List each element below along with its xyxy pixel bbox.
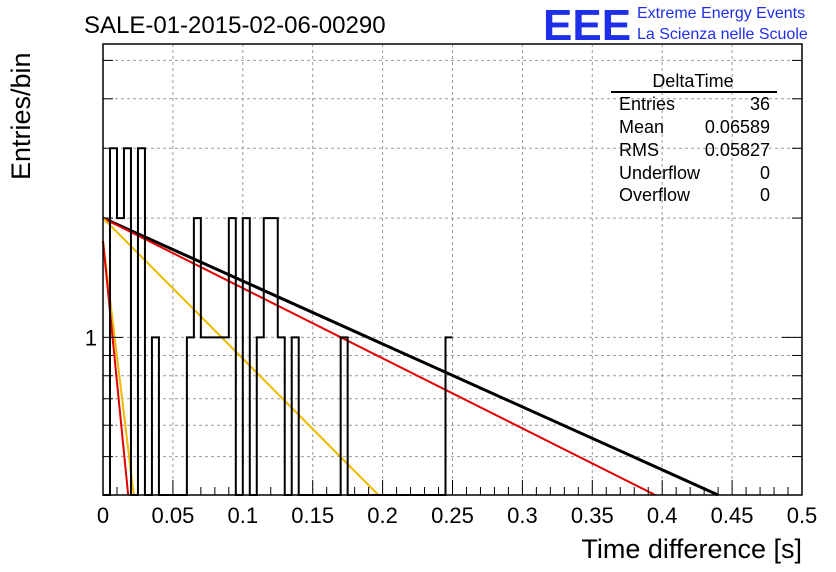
histogram-bin [257,337,264,495]
stats-value-underflow: 0 [760,163,770,183]
x-tick-label: 0.45 [711,503,754,528]
histogram-bin [341,337,348,495]
x-tick-label: 0.1 [228,503,259,528]
y-tick-label: 1 [85,325,97,350]
x-tick-label: 0.35 [571,503,614,528]
histogram-bin [278,337,285,495]
histogram-bin [229,218,236,495]
histogram-bars [103,147,453,496]
histogram-bin [117,218,124,495]
x-tick-label: 0.25 [431,503,474,528]
stats-value-overflow: 0 [760,185,770,205]
stats-value-mean: 0.06589 [705,117,770,137]
histogram-bin [271,218,278,495]
fit-lines [102,216,719,497]
stats-value-rms: 0.05827 [705,140,770,160]
histogram-bin [152,337,159,495]
stats-value-entries: 36 [750,94,770,114]
x-tick-label: 0.4 [647,503,678,528]
fit-line-4 [102,240,130,496]
eee-logo: EEE Extreme Energy Events La Scienza nel… [543,1,808,50]
stats-label-rms: RMS [619,140,659,160]
histogram-bin [138,148,145,495]
fit-line-0 [102,216,719,497]
x-tick-label: 0.5 [787,503,818,528]
x-tick-label: 0.3 [507,503,538,528]
x-axis-title: Time difference [s] [581,534,802,564]
x-tick-label: 0.2 [367,503,398,528]
stats-label-entries: Entries [619,94,675,114]
histogram-bin [264,218,271,495]
chart-title: SALE-01-2015-02-06-00290 [84,12,386,39]
fit-line-1 [102,217,656,496]
histogram-outline [103,147,453,496]
histogram-bin [292,337,299,495]
eee-logo-mark: EEE [543,1,631,50]
histogram-bin [446,337,453,495]
stats-label-overflow: Overflow [619,185,691,205]
fit-line-2 [102,217,380,496]
histogram-bin [215,337,222,495]
histogram-bin [187,337,194,495]
histogram-bin [222,337,229,495]
grid [103,44,802,496]
x-tick-label: 0.15 [291,503,334,528]
histogram-bin [243,218,250,495]
histogram-bin [201,337,208,495]
y-axis-title: Entries/bin [6,52,36,180]
eee-logo-line1: Extreme Energy Events [637,5,805,22]
eee-logo-line2: La Scienza nelle Scuole [637,26,808,43]
axis-ticks: 0 0.05 0.1 0.15 0.2 0.25 0.3 0.35 0.4 0.45 0.5 1 [85,59,818,528]
stats-name: DeltaTime [652,71,733,91]
histogram-bin [208,337,215,495]
stats-box: DeltaTime Entries 36 Mean 0.06589 RMS 0.… [611,71,777,205]
x-tick-label: 0 [97,503,109,528]
stats-label-underflow: Underflow [619,163,701,183]
x-tick-label: 0.05 [151,503,194,528]
stats-label-mean: Mean [619,117,664,137]
